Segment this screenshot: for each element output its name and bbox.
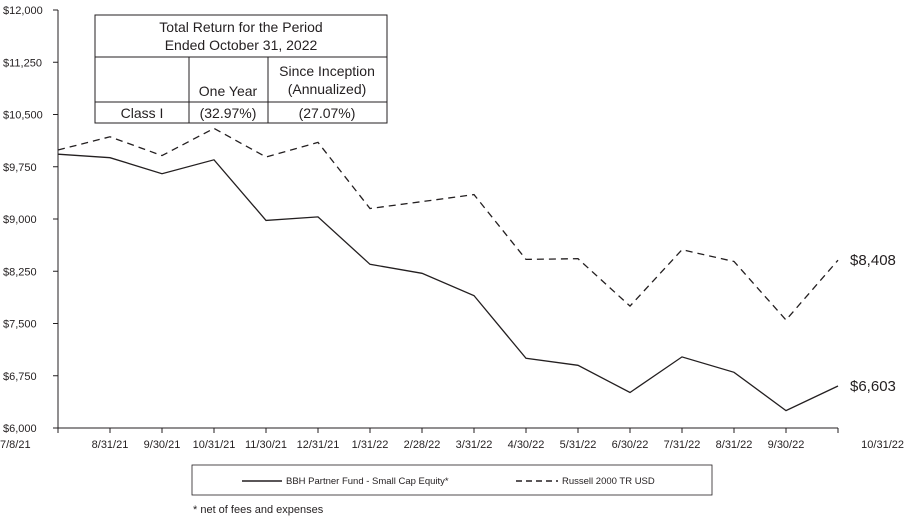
legend-label-fund: BBH Partner Fund - Small Cap Equity* <box>286 476 449 487</box>
x-tick-label: 7/31/22 <box>664 439 701 451</box>
table-cell-one-year: (32.97%) <box>200 105 257 121</box>
legend: BBH Partner Fund - Small Cap Equity* Rus… <box>191 464 713 496</box>
table-header-annualized: (Annualized) <box>288 81 367 97</box>
x-tick-label: 9/30/22 <box>768 439 805 451</box>
y-tick-label: $6,000 <box>3 423 37 435</box>
y-tick-label: $9,750 <box>3 162 37 174</box>
y-tick-label: $6,750 <box>3 371 37 383</box>
legend-label-benchmark: Russell 2000 TR USD <box>562 476 655 487</box>
x-tick-label: 2/28/22 <box>404 439 441 451</box>
series-line-fund <box>57 153 839 412</box>
x-tick-label: 10/31/21 <box>193 439 236 451</box>
x-tick-label: 4/30/22 <box>508 439 545 451</box>
x-tick-label: 10/31/22 <box>861 439 904 451</box>
x-tick-label: 8/31/22 <box>716 439 753 451</box>
x-axis-ticks: 7/8/21 8/31/21 9/30/21 10/31/21 11/30/21 12/3… <box>0 428 904 451</box>
y-tick-label: $12,000 <box>3 5 43 17</box>
x-tick-label: 11/30/21 <box>245 439 287 451</box>
table-title-line2: Ended October 31, 2022 <box>165 37 318 53</box>
table-title-line1: Total Return for the Period <box>159 19 322 35</box>
y-tick-label: $7,500 <box>3 319 37 331</box>
y-tick-label: $9,000 <box>3 214 37 226</box>
y-tick-label: $8,250 <box>3 266 37 278</box>
x-tick-label: 8/31/21 <box>92 439 129 451</box>
series-lines <box>57 127 839 412</box>
x-tick-label: 6/30/22 <box>612 439 649 451</box>
x-tick-label: 5/31/22 <box>560 439 597 451</box>
x-tick-label: 9/30/21 <box>144 439 181 451</box>
performance-table: Total Return for the Period Ended Octobe… <box>94 14 388 124</box>
x-tick-label: 3/31/22 <box>456 439 493 451</box>
y-tick-label: $10,500 <box>3 110 43 122</box>
table-cell-since-inception: (27.07%) <box>299 105 356 121</box>
x-tick-label: 12/31/21 <box>297 439 340 451</box>
x-tick-label: 1/31/22 <box>352 439 389 451</box>
end-labels: $6,603 $8,408 <box>850 252 896 395</box>
table-header-since-inception: Since Inception <box>279 63 375 79</box>
table-row-label: Class I <box>121 105 164 121</box>
series-line-benchmark <box>57 127 839 321</box>
table-header-one-year: One Year <box>199 83 258 99</box>
footnote: * net of fees and expenses <box>193 504 324 516</box>
end-label-benchmark: $8,408 <box>850 252 896 269</box>
y-axis-ticks: $6,000 $6,750 $7,500 $8,250 $9,000 $9,750 $10,… <box>3 5 58 435</box>
end-label-fund: $6,603 <box>850 378 896 395</box>
x-tick-label: 7/8/21 <box>0 439 31 451</box>
y-tick-label: $11,250 <box>3 57 42 69</box>
